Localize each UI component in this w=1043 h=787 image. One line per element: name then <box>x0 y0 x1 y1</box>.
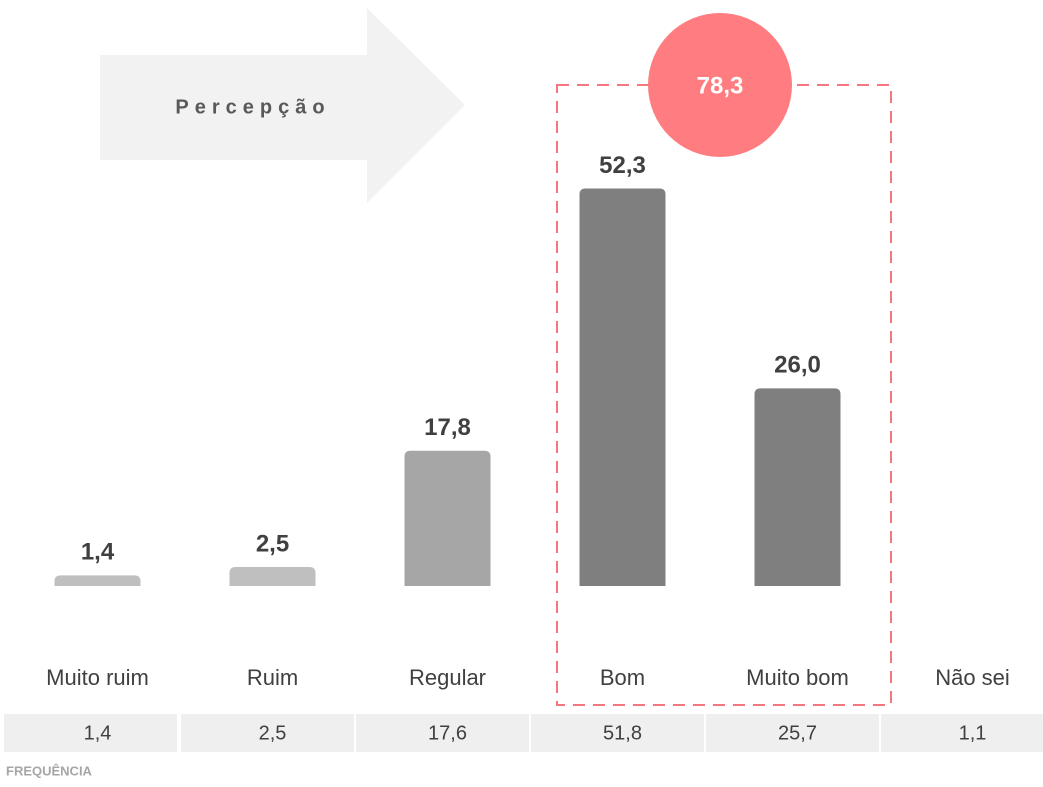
frequency-value: 1,1 <box>959 722 987 744</box>
arrow-label: Percepção <box>175 96 330 118</box>
x-tick-label: Bom <box>600 665 645 690</box>
frequency-value: 2,5 <box>259 722 287 744</box>
value-label: 26,0 <box>774 352 821 379</box>
x-tick-label: Não sei <box>935 665 1010 690</box>
value-label: 17,8 <box>424 414 471 441</box>
frequency-value: 17,6 <box>428 722 467 744</box>
table-cell <box>531 714 704 752</box>
value-label: 2,5 <box>256 530 289 557</box>
table-cell <box>181 714 354 752</box>
table-cell <box>356 714 529 752</box>
x-tick-label: Muito bom <box>746 665 849 690</box>
bar <box>54 575 141 586</box>
value-label: 1,4 <box>81 539 115 566</box>
value-label: 52,3 <box>599 152 646 179</box>
arrow <box>100 8 465 203</box>
frequency-value: 1,4 <box>84 722 112 744</box>
x-tick-label: Regular <box>409 665 486 690</box>
bar <box>404 450 491 586</box>
table-cell <box>4 714 177 752</box>
x-tick-label: Muito ruim <box>46 665 149 690</box>
highlight-circle <box>648 13 792 157</box>
table-cell <box>706 714 879 752</box>
frequency-label: FREQUÊNCIA <box>6 763 93 778</box>
bar <box>579 188 666 586</box>
table-cell <box>881 714 1043 752</box>
bar <box>229 567 316 586</box>
x-tick-label: Ruim <box>247 665 298 690</box>
frequency-value: 51,8 <box>603 722 642 744</box>
frequency-value: 25,7 <box>778 722 817 744</box>
highlight-label: 78,3 <box>697 72 744 99</box>
bar <box>754 388 841 586</box>
